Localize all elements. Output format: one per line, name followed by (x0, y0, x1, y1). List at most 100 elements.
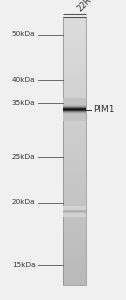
Bar (63, 39, 86, 40)
Bar (63, 200, 86, 201)
Bar (63, 149, 86, 150)
Bar (63, 155, 86, 156)
Bar (63, 16, 86, 17)
Bar (63, 119, 86, 120)
Bar (63, 110, 86, 111)
Bar (63, 61, 86, 62)
Bar (63, 123, 86, 124)
Bar (63, 111, 86, 112)
Bar (63, 213, 86, 214)
Bar (63, 79, 86, 80)
Bar (63, 50, 86, 51)
Bar (63, 207, 86, 208)
Bar (63, 84, 86, 85)
Bar (63, 141, 86, 142)
Bar (63, 150, 86, 151)
Bar (63, 64, 86, 65)
Bar (63, 255, 86, 256)
Bar (63, 193, 86, 194)
Bar (63, 216, 86, 217)
Bar (63, 144, 86, 145)
Bar (63, 221, 86, 222)
Bar (63, 107, 86, 108)
Bar (63, 270, 86, 271)
Bar (63, 102, 86, 103)
Bar (63, 259, 86, 260)
Bar (63, 209, 86, 210)
Bar (63, 35, 86, 36)
Bar (63, 25, 86, 26)
Bar (63, 210, 86, 211)
Bar (63, 63, 86, 64)
Bar (63, 190, 86, 191)
Bar (63, 134, 86, 135)
Bar (63, 231, 86, 232)
Bar (63, 284, 86, 285)
Bar (63, 203, 86, 204)
Bar (63, 247, 86, 248)
Bar (63, 162, 86, 163)
Bar (63, 158, 86, 159)
Text: 40kDa: 40kDa (12, 76, 35, 82)
Bar (63, 33, 86, 34)
Bar (63, 133, 86, 134)
Bar (63, 257, 86, 258)
Bar (63, 165, 86, 166)
Bar (63, 265, 86, 266)
Bar (63, 226, 86, 227)
Bar (63, 215, 86, 216)
Bar (63, 227, 86, 228)
Bar (63, 281, 86, 282)
Bar (63, 130, 86, 131)
Bar (63, 211, 86, 212)
Bar (63, 177, 86, 178)
Bar (63, 19, 86, 20)
Bar (63, 55, 86, 56)
Bar (63, 240, 86, 241)
Bar (63, 236, 86, 237)
Bar (63, 218, 86, 219)
Bar (63, 164, 86, 165)
Bar (63, 244, 86, 245)
Bar (63, 36, 86, 37)
Bar (63, 229, 86, 230)
Bar (63, 185, 86, 186)
Bar (63, 53, 86, 54)
Bar (63, 76, 86, 77)
Bar (63, 44, 86, 45)
Bar (63, 58, 86, 59)
Bar (63, 127, 86, 128)
Bar (63, 41, 86, 42)
Bar (63, 170, 86, 171)
Bar (63, 49, 86, 50)
Bar (63, 132, 86, 133)
Bar (63, 71, 86, 72)
Bar (63, 160, 86, 161)
Bar (63, 16, 86, 285)
Bar (63, 156, 86, 157)
Bar (63, 128, 86, 129)
Bar (63, 94, 86, 95)
Bar (63, 222, 86, 223)
Bar (63, 87, 86, 88)
Bar (63, 138, 86, 139)
Bar (63, 96, 86, 97)
Bar (63, 37, 86, 38)
Bar (63, 278, 86, 279)
Bar (63, 186, 86, 187)
Bar (63, 104, 86, 105)
Bar (63, 249, 86, 250)
Bar (63, 205, 86, 206)
Bar (63, 117, 86, 118)
Bar (63, 283, 86, 284)
Bar (63, 90, 86, 91)
Bar (63, 34, 86, 35)
Bar (63, 129, 86, 130)
Bar (63, 28, 86, 29)
Bar (63, 52, 86, 53)
Bar (63, 183, 86, 184)
Bar (63, 230, 86, 231)
Bar (63, 142, 86, 143)
Bar (63, 180, 86, 181)
Bar (63, 224, 86, 225)
